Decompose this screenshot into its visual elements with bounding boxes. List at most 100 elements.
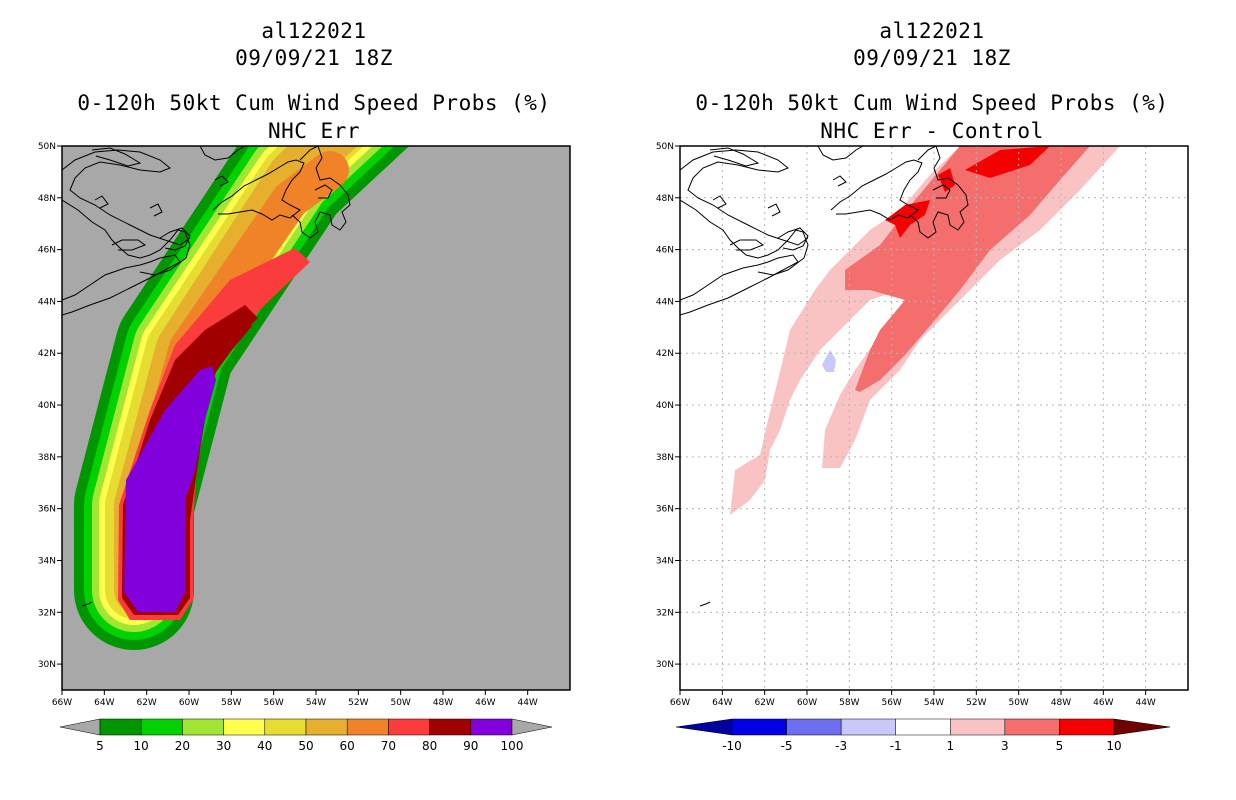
coastline-segment [777, 227, 809, 251]
right-title-subtitle: NHC Err - Control [820, 119, 1044, 143]
x-tick-label: 52W [966, 698, 986, 708]
colorbar-label: -1 [890, 739, 902, 753]
x-tick-label: 64W [712, 698, 732, 708]
coastline-segment [62, 149, 191, 246]
colorbar-swatch [388, 718, 430, 736]
coastline-segment [709, 147, 760, 167]
colorbar-label: 60 [340, 739, 355, 753]
x-tick-label: 48W [1051, 698, 1071, 708]
coastline-segment [729, 239, 765, 251]
diff-band-negative [822, 350, 836, 372]
y-tick-label: 48N [38, 194, 56, 204]
x-tick-label: 44W [1135, 698, 1155, 708]
colorbar-label: 70 [381, 739, 396, 753]
x-tick-label: 46W [1093, 698, 1113, 708]
diff-band-3-5 [845, 146, 1090, 392]
coastline-segment [680, 254, 799, 316]
colorbar-low-extension [675, 718, 733, 736]
y-tick-label: 46N [656, 246, 674, 256]
diff-band-5-10-west [885, 200, 930, 238]
x-tick-label: 58W [839, 698, 859, 708]
x-tick-label: 50W [1008, 698, 1028, 708]
y-tick-label: 42N [38, 349, 56, 359]
y-tick-label: 44N [656, 297, 674, 307]
coastline-segment [817, 146, 864, 161]
colorbar-label: 5 [96, 739, 104, 753]
x-tick-label: 66W [670, 698, 690, 708]
x-tick-label: 56W [881, 698, 901, 708]
y-tick-label: 46N [38, 246, 56, 256]
x-tick-label: 60W [179, 698, 199, 708]
x-tick-label: 64W [94, 698, 114, 708]
coastline-segment [159, 227, 191, 251]
right-difference-field [730, 146, 1120, 515]
y-tick-label: 34N [38, 556, 56, 566]
right-title-product: 0-120h 50kt Cum Wind Speed Probs (%) [695, 91, 1169, 115]
left-probability-field [74, 146, 410, 650]
coastline-segment [214, 175, 229, 187]
colorbar-swatch [182, 718, 224, 736]
y-tick-label: 40N [656, 401, 674, 411]
colorbar-swatch [786, 718, 842, 736]
band-100 [124, 366, 216, 612]
colorbar-swatch [140, 718, 183, 736]
colorbar-swatch [346, 718, 389, 736]
colorbar-label: 1 [946, 739, 954, 753]
left-colorbar: 5 10 20 30 40 50 60 70 80 90 100 [59, 718, 553, 753]
colorbar-swatch [1004, 718, 1060, 736]
colorbar-label: -3 [835, 739, 847, 753]
x-tick-label: 46W [475, 698, 495, 708]
colorbar-high-extension [1113, 718, 1171, 736]
left-title-subtitle: NHC Err [267, 119, 360, 143]
right-gridlines [680, 146, 1188, 690]
colorbar-label: 5 [1056, 739, 1064, 753]
coastline-segment [111, 239, 147, 251]
colorbar-label: 10 [134, 739, 149, 753]
y-tick-label: 36N [656, 505, 674, 515]
y-tick-label: 32N [38, 608, 56, 618]
coastline-segment [932, 184, 951, 199]
y-tick-label: 42N [656, 349, 674, 359]
x-tick-label: 66W [52, 698, 72, 708]
y-tick-label: 50N [38, 142, 56, 152]
colorbar-label: 20 [175, 739, 190, 753]
colorbar-label: 10 [1106, 739, 1121, 753]
left-title-product: 0-120h 50kt Cum Wind Speed Probs (%) [77, 91, 551, 115]
y-tick-label: 44N [38, 297, 56, 307]
colorbar-label: 30 [216, 739, 231, 753]
colorbar-label: 40 [257, 739, 272, 753]
colorbar-swatch [840, 718, 896, 736]
y-tick-label: 32N [656, 608, 674, 618]
coastline-segment [832, 175, 847, 187]
colorbar-label: 90 [463, 739, 478, 753]
x-tick-label: 54W [924, 698, 944, 708]
colorbar-label: 3 [1001, 739, 1009, 753]
coastline-segment [699, 601, 711, 607]
colorbar-swatch [1059, 718, 1115, 736]
colorbar-swatch [895, 718, 951, 736]
diff-band-5-10-north [965, 146, 1050, 178]
y-tick-label: 48N [656, 194, 674, 204]
right-colorbar: -10 -5 -3 -1 1 3 5 10 [675, 718, 1171, 753]
x-tick-label: 52W [348, 698, 368, 708]
left-axes: 66W 64W 62W 60W 58W 56W 54W 52W 50W 48W 46W 44W 30N 3… [38, 142, 538, 708]
colorbar-swatch [731, 718, 787, 736]
right-title-date: 09/09/21 18Z [853, 46, 1011, 70]
colorbar-swatch [223, 718, 266, 736]
coastline-segment [291, 146, 351, 239]
coastline-segment [199, 146, 246, 161]
coastline-segment [62, 254, 181, 316]
colorbar-label: 80 [422, 739, 437, 753]
y-tick-label: 50N [656, 142, 674, 152]
x-tick-label: 58W [221, 698, 241, 708]
colorbar-swatch [99, 718, 142, 736]
coastline-segment [767, 203, 781, 217]
colorbar-label: 100 [501, 739, 524, 753]
coastline-segment [91, 147, 142, 167]
y-tick-label: 34N [656, 556, 674, 566]
x-tick-label: 56W [263, 698, 283, 708]
right-coastline [680, 146, 969, 607]
y-tick-label: 36N [38, 505, 56, 515]
coastline-segment [314, 184, 333, 199]
y-tick-label: 40N [38, 401, 56, 411]
